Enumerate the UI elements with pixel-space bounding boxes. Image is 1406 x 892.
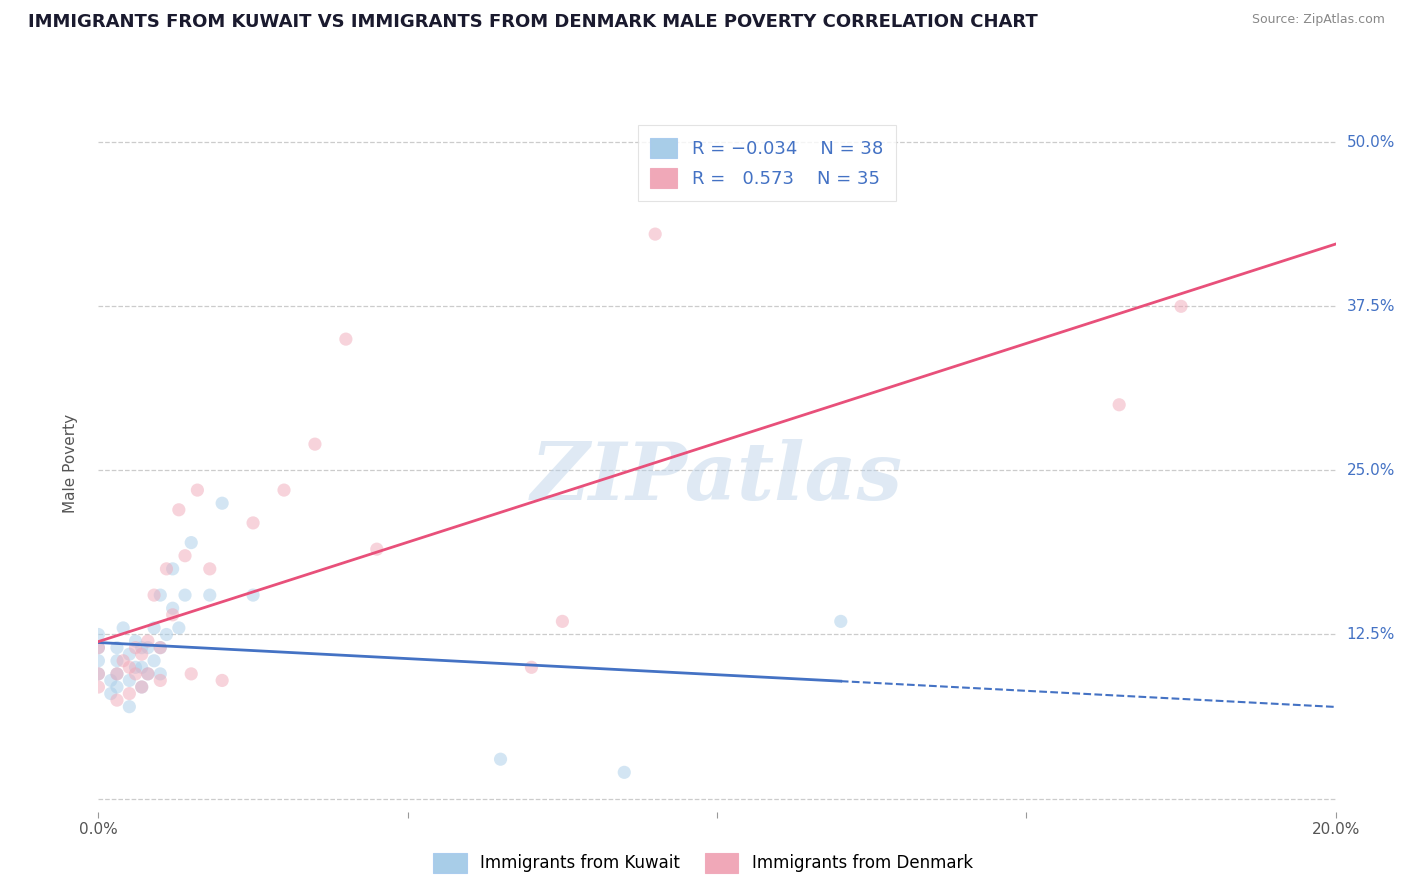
Point	[186, 483, 208, 497]
Point	[174, 549, 197, 563]
Point	[211, 496, 233, 510]
Point	[118, 647, 141, 661]
Point	[131, 660, 153, 674]
Point	[366, 542, 388, 557]
Point	[198, 562, 221, 576]
Point	[87, 640, 110, 655]
Point	[162, 562, 184, 576]
Point	[118, 660, 141, 674]
Point	[87, 640, 110, 655]
Point	[136, 640, 159, 655]
Point	[143, 588, 166, 602]
Point	[124, 634, 146, 648]
Point	[155, 627, 177, 641]
Point	[520, 660, 543, 674]
Point	[304, 437, 326, 451]
Point	[136, 666, 159, 681]
Text: 50.0%: 50.0%	[1347, 135, 1395, 150]
Point	[87, 666, 110, 681]
Point	[211, 673, 233, 688]
Point	[124, 640, 146, 655]
Point	[124, 660, 146, 674]
Point	[242, 516, 264, 530]
Point	[87, 654, 110, 668]
Point	[105, 640, 128, 655]
Point	[198, 588, 221, 602]
Point	[143, 621, 166, 635]
Text: 37.5%: 37.5%	[1347, 299, 1395, 314]
Point	[118, 699, 141, 714]
Point	[180, 666, 202, 681]
Point	[131, 647, 153, 661]
Point	[112, 621, 135, 635]
Point	[105, 654, 128, 668]
Point	[162, 601, 184, 615]
Point	[124, 666, 146, 681]
Point	[149, 666, 172, 681]
Point	[167, 503, 190, 517]
Text: ZIPatlas: ZIPatlas	[531, 439, 903, 516]
Legend: R = −0.034    N = 38, R =   0.573    N = 35: R = −0.034 N = 38, R = 0.573 N = 35	[637, 125, 896, 201]
Point	[105, 666, 128, 681]
Point	[242, 588, 264, 602]
Point	[136, 666, 159, 681]
Point	[100, 673, 122, 688]
Text: Source: ZipAtlas.com: Source: ZipAtlas.com	[1251, 13, 1385, 27]
Point	[149, 588, 172, 602]
Point	[105, 680, 128, 694]
Point	[131, 680, 153, 694]
Point	[143, 654, 166, 668]
Text: 12.5%: 12.5%	[1347, 627, 1395, 642]
Point	[155, 562, 177, 576]
Text: 25.0%: 25.0%	[1347, 463, 1395, 478]
Point	[105, 693, 128, 707]
Point	[149, 640, 172, 655]
Point	[118, 673, 141, 688]
Point	[87, 680, 110, 694]
Point	[131, 680, 153, 694]
Legend: Immigrants from Kuwait, Immigrants from Denmark: Immigrants from Kuwait, Immigrants from …	[426, 847, 980, 880]
Point	[644, 227, 666, 241]
Point	[180, 535, 202, 549]
Point	[149, 673, 172, 688]
Point	[118, 687, 141, 701]
Point	[162, 607, 184, 622]
Point	[87, 627, 110, 641]
Point	[1108, 398, 1130, 412]
Point	[112, 654, 135, 668]
Point	[273, 483, 295, 497]
Point	[131, 640, 153, 655]
Point	[551, 615, 574, 629]
Point	[335, 332, 357, 346]
Point	[149, 640, 172, 655]
Point	[136, 634, 159, 648]
Point	[100, 687, 122, 701]
Point	[105, 666, 128, 681]
Point	[830, 615, 852, 629]
Point	[613, 765, 636, 780]
Y-axis label: Male Poverty: Male Poverty	[63, 414, 77, 514]
Point	[87, 666, 110, 681]
Point	[167, 621, 190, 635]
Point	[489, 752, 512, 766]
Text: IMMIGRANTS FROM KUWAIT VS IMMIGRANTS FROM DENMARK MALE POVERTY CORRELATION CHART: IMMIGRANTS FROM KUWAIT VS IMMIGRANTS FRO…	[28, 13, 1038, 31]
Point	[174, 588, 197, 602]
Point	[1170, 299, 1192, 313]
